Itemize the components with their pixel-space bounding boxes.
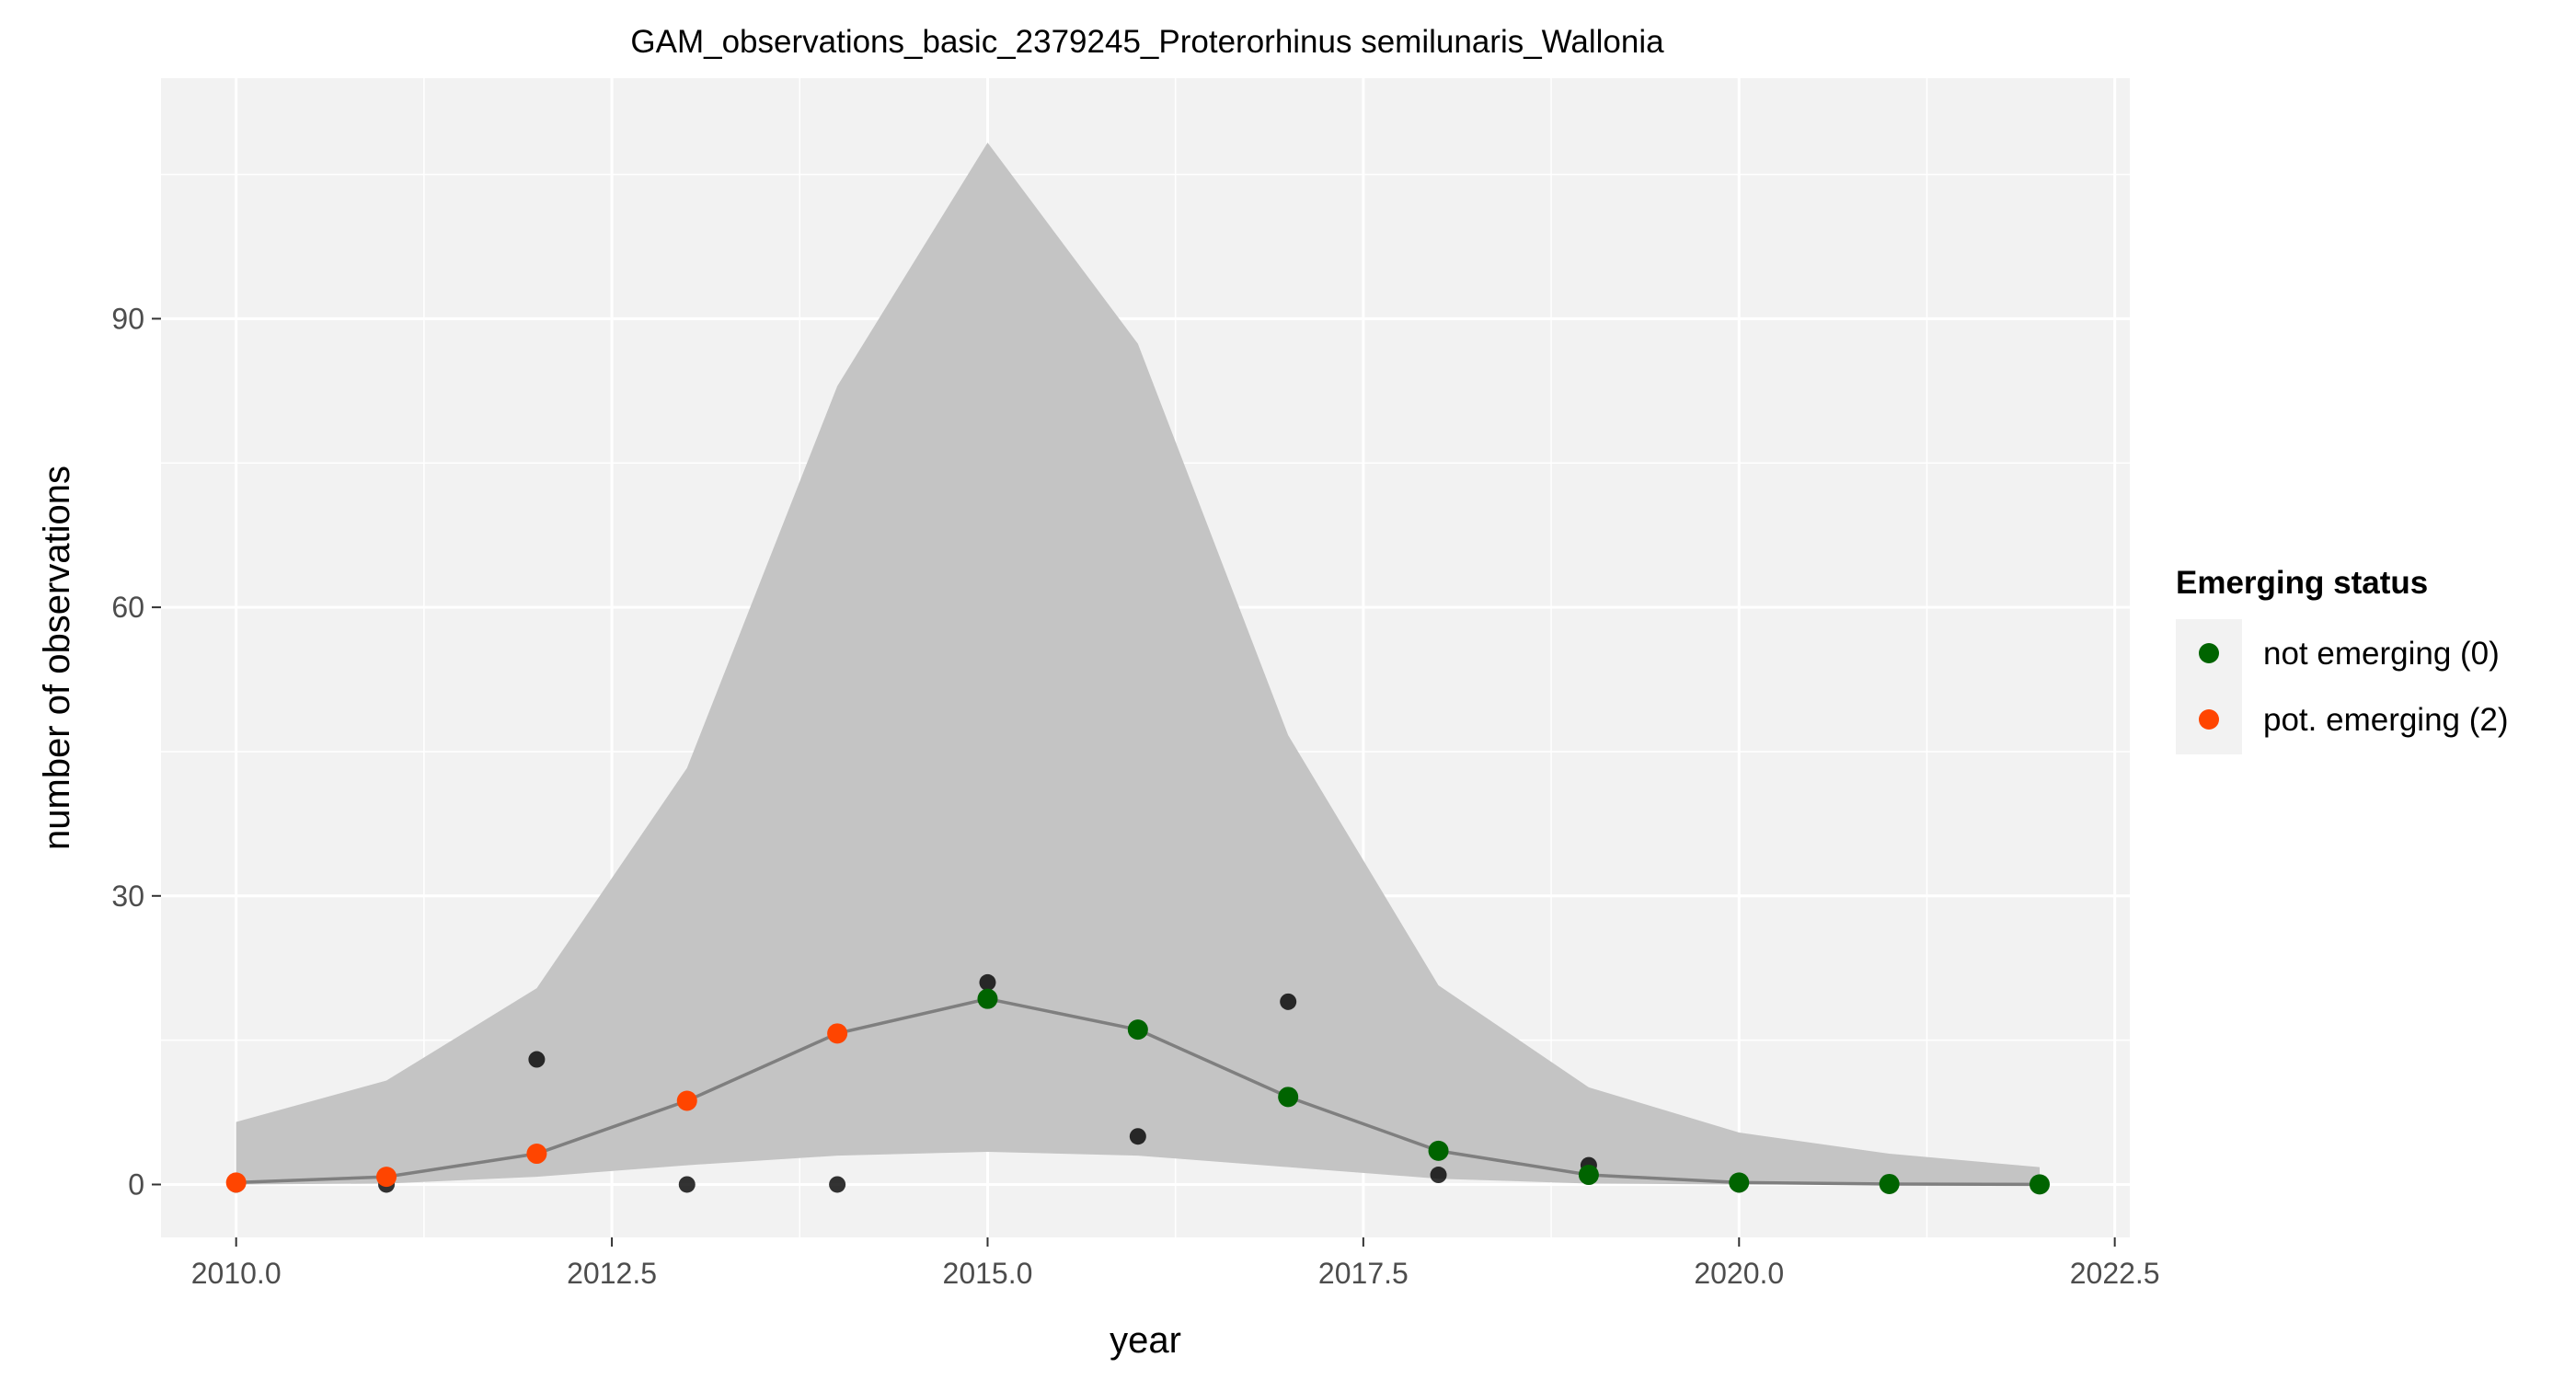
fitted-point <box>1578 1165 1599 1186</box>
y-tick-label: 60 <box>111 591 144 624</box>
fitted-point <box>225 1172 247 1193</box>
observation-point <box>678 1176 696 1193</box>
legend-item-label: not emerging (0) <box>2263 636 2500 672</box>
observation-point <box>829 1176 846 1193</box>
y-tick-label: 30 <box>111 880 144 913</box>
x-axis-title: year <box>1110 1320 1181 1361</box>
fitted-point <box>676 1090 697 1111</box>
fitted-point <box>1278 1087 1299 1108</box>
legend-title: Emerging status <box>2176 565 2428 601</box>
y-tick-label: 0 <box>128 1167 144 1201</box>
fitted-point <box>1879 1173 1900 1194</box>
fitted-point <box>1729 1172 1750 1193</box>
observation-point <box>528 1051 546 1068</box>
observation-point <box>1129 1128 1146 1145</box>
confidence-band <box>236 143 2040 1185</box>
observation-point <box>1280 993 1297 1010</box>
legend-key-point <box>2199 643 2219 663</box>
fitted-point <box>1428 1140 1449 1161</box>
y-tick-label: 90 <box>111 302 144 335</box>
chart-title: GAM_observations_basic_2379245_Proterorh… <box>630 24 1664 60</box>
legend: Emerging status not emerging (0) pot. eme… <box>2176 565 2509 754</box>
fitted-point <box>827 1023 848 1044</box>
x-axis-ticks: 2010.0 2012.5 2015.0 2017.5 2020.0 2022.5 <box>191 1237 2160 1290</box>
x-tick-label: 2015.0 <box>943 1257 1033 1290</box>
legend-key-background <box>2176 619 2242 754</box>
fitted-point <box>2029 1174 2050 1195</box>
fitted-point <box>376 1167 397 1188</box>
x-tick-label: 2022.5 <box>2070 1257 2160 1290</box>
fitted-points <box>225 988 2050 1195</box>
legend-item-label: pot. emerging (2) <box>2263 702 2509 738</box>
x-tick-label: 2012.5 <box>567 1257 657 1290</box>
legend-key-point <box>2199 709 2219 730</box>
fitted-point <box>526 1144 547 1165</box>
y-axis-ticks: 0 30 60 90 <box>111 302 161 1201</box>
observation-point <box>1430 1167 1447 1184</box>
x-tick-label: 2010.0 <box>191 1257 282 1290</box>
x-tick-label: 2020.0 <box>1694 1257 1784 1290</box>
fitted-point <box>977 988 998 1009</box>
y-axis-title: number of observations <box>37 466 77 850</box>
fitted-point <box>1127 1019 1148 1041</box>
x-tick-label: 2017.5 <box>1318 1257 1409 1290</box>
observation-point <box>979 973 996 991</box>
